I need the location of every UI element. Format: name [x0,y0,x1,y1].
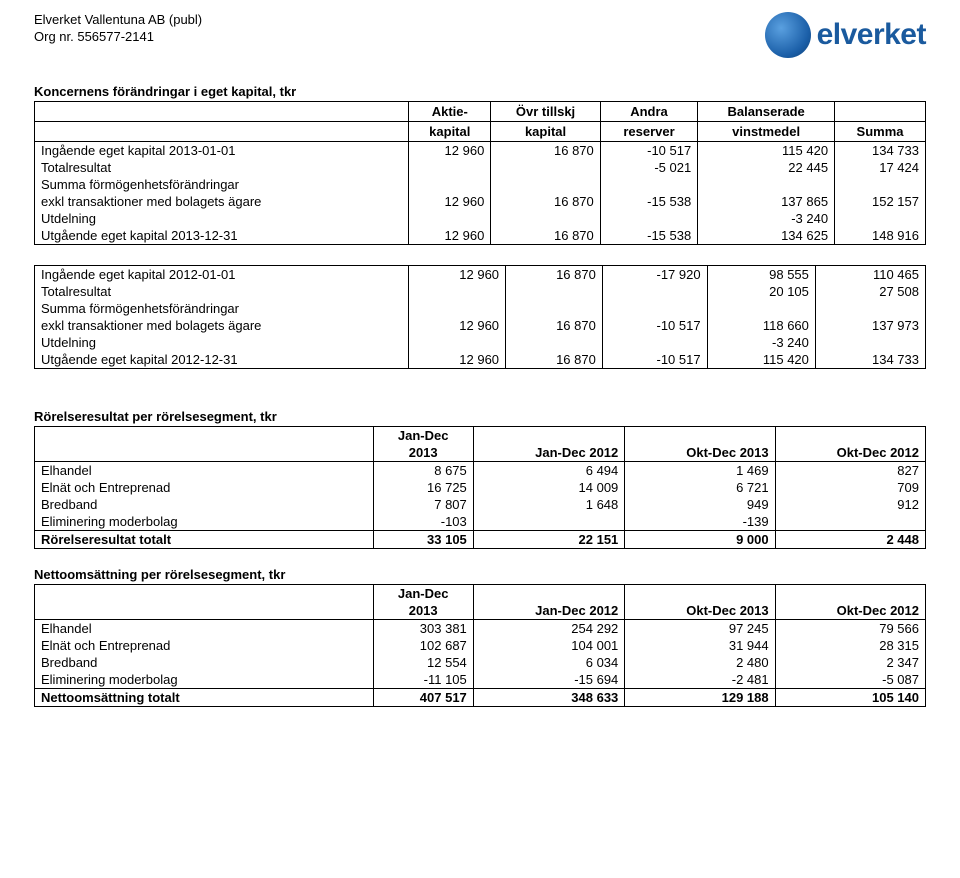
table-row: Totalresultat -5 021 22 445 17 424 [35,159,926,176]
table-row: Eliminering moderbolag -103 -139 [35,513,926,531]
equity-changes-title: Koncernens förändringar i eget kapital, … [34,84,926,99]
col-aktie-2: kapital [409,122,491,142]
table-row: Summa förmögenhetsförändringar [35,176,926,193]
company-info: Elverket Vallentuna AB (publ) Org nr. 55… [34,12,202,46]
table-row: Elhandel 303 381 254 292 97 245 79 566 [35,620,926,638]
col-andra-1: Andra [600,102,697,122]
org-number: Org nr. 556577-2141 [34,29,202,46]
company-logo: elverket [765,12,926,58]
company-name: Elverket Vallentuna AB (publ) [34,12,202,29]
table-header-row: Jan-Dec [35,427,926,445]
table-row: Bredband 12 554 6 034 2 480 2 347 [35,654,926,671]
table-row: Totalresultat 20 105 27 508 [35,283,926,300]
col-ovr-2: kapital [491,122,600,142]
table-header-row-2: 2013 Jan-Dec 2012 Okt-Dec 2013 Okt-Dec 2… [35,444,926,462]
segment-sales-table: Jan-Dec 2013 Jan-Dec 2012 Okt-Dec 2013 O… [34,584,926,707]
equity-table-1: Aktie- Övr tillskj Andra Balanserade kap… [34,101,926,245]
table-row: exkl transaktioner med bolagets ägare 12… [35,193,926,210]
table-row: Utgående eget kapital 2012-12-31 12 960 … [35,351,926,369]
table-row: Utdelning -3 240 [35,210,926,227]
segment-result-table: Jan-Dec 2013 Jan-Dec 2012 Okt-Dec 2013 O… [34,426,926,549]
table-row: Elnät och Entreprenad 16 725 14 009 6 72… [35,479,926,496]
table-row: Eliminering moderbolag -11 105 -15 694 -… [35,671,926,689]
col-bal-1: Balanserade [698,102,835,122]
logo-text: elverket [817,18,926,52]
col-aktie-1: Aktie- [409,102,491,122]
table-row: Elnät och Entreprenad 102 687 104 001 31… [35,637,926,654]
page-root: Elverket Vallentuna AB (publ) Org nr. 55… [0,0,960,737]
table-row: Summa förmögenhetsförändringar [35,300,926,317]
table-header-row: Aktie- Övr tillskj Andra Balanserade [35,102,926,122]
table-row-total: Nettoomsättning totalt 407 517 348 633 1… [35,689,926,707]
col-andra-2: reserver [600,122,697,142]
table-row-total: Rörelseresultat totalt 33 105 22 151 9 0… [35,531,926,549]
table-header-row: Jan-Dec [35,585,926,603]
table-row: Ingående eget kapital 2013-01-01 12 960 … [35,142,926,160]
col-summa: Summa [835,122,926,142]
table-row: Utgående eget kapital 2013-12-31 12 960 … [35,227,926,245]
document-header: Elverket Vallentuna AB (publ) Org nr. 55… [34,12,926,58]
table-row: Elhandel 8 675 6 494 1 469 827 [35,462,926,480]
table-row: exkl transaktioner med bolagets ägare 12… [35,317,926,334]
table-header-row-2: kapital kapital reserver vinstmedel Summ… [35,122,926,142]
equity-table-2: Ingående eget kapital 2012-01-01 12 960 … [34,265,926,369]
table-row: Bredband 7 807 1 648 949 912 [35,496,926,513]
table-row: Utdelning -3 240 [35,334,926,351]
col-bal-2: vinstmedel [698,122,835,142]
segment-result-title: Rörelseresultat per rörelsesegment, tkr [34,409,926,424]
table-header-row-2: 2013 Jan-Dec 2012 Okt-Dec 2013 Okt-Dec 2… [35,602,926,620]
col-ovr-1: Övr tillskj [491,102,600,122]
table-row: Ingående eget kapital 2012-01-01 12 960 … [35,266,926,284]
logo-icon [765,12,811,58]
segment-sales-title: Nettoomsättning per rörelsesegment, tkr [34,567,926,582]
